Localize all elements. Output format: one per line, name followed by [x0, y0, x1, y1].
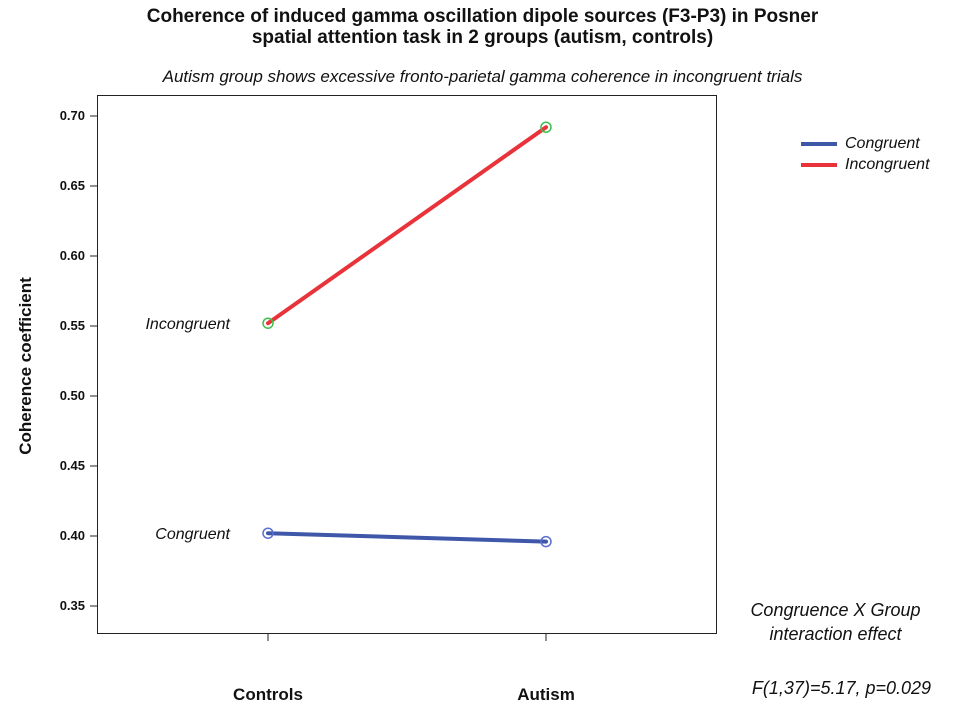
x-tick-label-controls: Controls — [233, 685, 303, 704]
series-line-congruent — [266, 531, 548, 544]
legend-swatch-congruent — [801, 141, 837, 146]
interaction-annotation: Congruence X Group interaction effect — [718, 598, 953, 646]
legend-item-incongruent: Incongruent — [801, 154, 930, 175]
series-line-incongruent — [266, 125, 548, 326]
legend-label-incongruent: Incongruent — [845, 155, 930, 173]
chart-title-line1: Coherence of induced gamma oscillation d… — [146, 6, 819, 27]
inline-label-incongruent: Incongruent — [145, 316, 230, 333]
data-point-congruent-controls — [262, 527, 274, 539]
plot-area — [97, 95, 717, 634]
x-tick-label-autism: Autism — [517, 685, 575, 704]
annotation-line1: Congruence X Group — [750, 600, 921, 620]
legend-label-congruent: Congruent — [845, 134, 920, 152]
y-tick-label-0.60: 0.60 — [60, 248, 85, 263]
y-tick-label-0.40: 0.40 — [60, 528, 85, 543]
y-tick-label-0.70: 0.70 — [60, 108, 85, 123]
y-tick-label-0.35: 0.35 — [60, 598, 85, 613]
chart-title-line2: spatial attention task in 2 groups (auti… — [251, 27, 714, 48]
data-point-incongruent-controls — [262, 317, 274, 329]
inline-label-congruent: Congruent — [155, 526, 230, 543]
y-tick-label-0.65: 0.65 — [60, 178, 85, 193]
y-tick-label-0.55: 0.55 — [60, 318, 85, 333]
interaction-statistic: F(1,37)=5.17, p=0.029 — [751, 678, 932, 698]
legend: Congruent Incongruent — [801, 133, 930, 175]
y-tick-label-0.45: 0.45 — [60, 458, 85, 473]
data-point-incongruent-autism — [540, 121, 552, 133]
data-point-congruent-autism — [540, 535, 552, 548]
y-tick-label-0.50: 0.50 — [60, 388, 85, 403]
chart-subtitle: Autism group shows excessive fronto-pari… — [162, 67, 803, 86]
chart-title: Coherence of induced gamma oscillation d… — [0, 6, 965, 48]
legend-swatch-incongruent — [801, 162, 837, 167]
legend-item-congruent: Congruent — [801, 133, 930, 154]
annotation-line2: interaction effect — [769, 624, 902, 644]
y-axis-label: Coherence coefficient — [16, 277, 35, 455]
